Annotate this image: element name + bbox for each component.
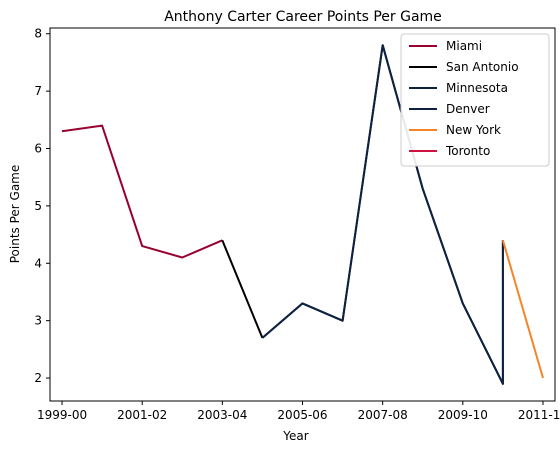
x-tick-label: 2011-12 [518,408,560,422]
legend-label: San Antonio [446,60,519,74]
y-tick-label: 3 [34,314,42,328]
legend-label: Denver [446,102,490,116]
legend-box [400,33,550,167]
x-tick-label: 1999-00 [37,408,87,422]
chart-title: Anthony Carter Career Points Per Game [164,9,442,25]
y-tick-label: 8 [34,27,42,41]
series-line-new-york [501,240,544,379]
y-tick-label: 2 [34,371,42,385]
y-tick-label: 6 [34,142,42,156]
x-axis: 1999-00 2001-02 2003-04 2005-06 2007-08 2009-… [37,401,560,422]
y-tick-label: 7 [34,84,42,98]
legend-label: Miami [446,39,482,53]
x-tick-label: 2005-06 [277,408,327,422]
x-tick-label: 2009-10 [438,408,488,422]
series-line-san-antonio [221,239,264,339]
y-tick-label: 4 [34,256,42,270]
series-line-miami [61,124,223,259]
x-tick-label: 2003-04 [197,408,247,422]
y-axis: 2 3 4 5 6 7 8 [34,27,50,385]
x-axis-label: Year [282,429,308,443]
legend-label: Minnesota [446,81,508,95]
legend-label: New York [446,123,501,137]
legend: Miami San Antonio Minnesota Denver New York T… [400,33,550,167]
x-tick-label: 2001-02 [117,408,167,422]
y-tick-label: 5 [34,199,42,213]
legend-label: Toronto [445,144,490,158]
x-tick-label: 2007-08 [358,408,408,422]
y-axis-label: Points Per Game [8,165,22,264]
